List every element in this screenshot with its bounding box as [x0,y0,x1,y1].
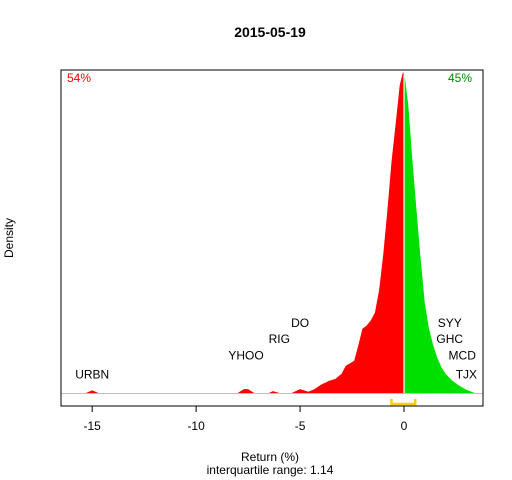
chart-title: 2015-05-19 [234,24,306,40]
positive-density-area [404,75,475,393]
stock-label: TJX [456,368,477,382]
y-axis-label: Density [2,218,16,258]
iqr-bracket [390,399,417,406]
stock-label: MCD [449,348,477,362]
negative-percent-label: 54% [67,71,91,85]
negative-density-area [67,72,404,393]
x-axis: -15 -10 -5 0 [84,406,408,433]
stock-label: YHOO [228,348,263,362]
x-tick-label: 0 [401,419,408,433]
stock-label: GHC [436,332,463,346]
x-axis-label: Return (%) [241,450,299,464]
iqr-subtitle: interquartile range: 1.14 [207,463,334,477]
stock-label: URBN [75,368,109,382]
plot-frame [60,69,484,407]
x-tick-label: -15 [84,419,102,433]
stock-label: DO [291,316,309,330]
x-tick-label: -5 [295,419,306,433]
positive-percent-label: 45% [448,71,472,85]
stock-label: SYY [438,316,462,330]
stock-label: RIG [269,332,290,346]
x-tick-label: -10 [187,419,205,433]
